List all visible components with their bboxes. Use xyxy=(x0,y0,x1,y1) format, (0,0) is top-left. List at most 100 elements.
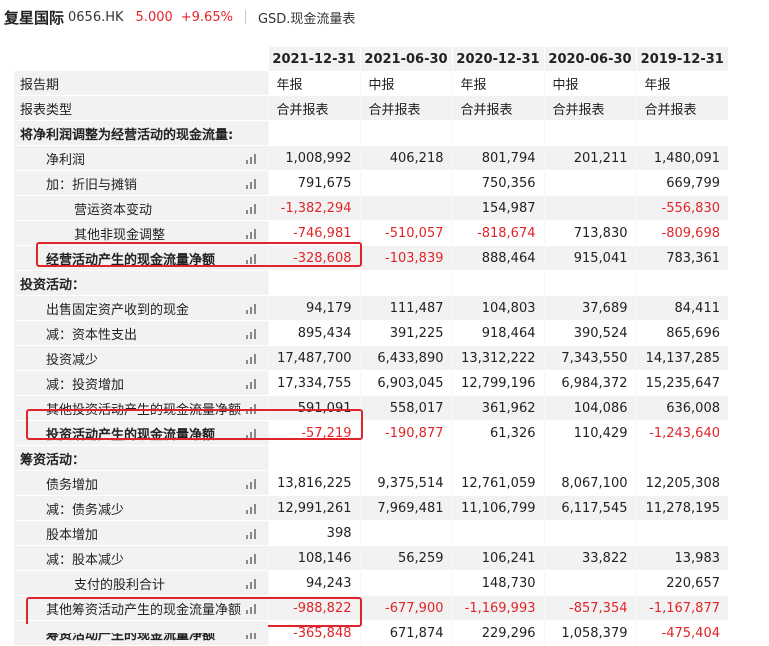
row-label-cell: 减：资本性支出 xyxy=(14,320,268,346)
value-cell: -556,830 xyxy=(635,195,728,221)
value-cell: 7,343,550 xyxy=(543,345,636,371)
value-cell: 14,137,285 xyxy=(635,345,728,371)
bar-chart-icon[interactable] xyxy=(245,253,258,264)
bar-chart-icon[interactable] xyxy=(245,353,258,364)
value-cell: 154,987 xyxy=(451,195,544,221)
value-cell xyxy=(359,520,452,546)
table-row: 减：投资增加 17,334,755 6,903,045 12,799,196 6,984… xyxy=(14,370,728,396)
value-cell: 915,041 xyxy=(543,245,636,271)
table-row: 支付的股利合计 94,243 148,730 220,657 xyxy=(14,570,728,596)
value-cell: -57,219 xyxy=(267,420,360,446)
value-cell: 84,411 xyxy=(635,295,728,321)
value-cell: 220,657 xyxy=(635,570,728,596)
value-cell: 61,326 xyxy=(451,420,544,446)
bar-chart-icon[interactable] xyxy=(245,578,258,589)
bar-chart-icon[interactable] xyxy=(245,428,258,439)
value-cell: -475,404 xyxy=(635,620,728,646)
bar-chart-icon[interactable] xyxy=(245,478,258,489)
bar-chart-icon[interactable] xyxy=(245,403,258,414)
value-cell: 391,225 xyxy=(359,320,452,346)
bar-chart-icon[interactable] xyxy=(245,328,258,339)
row-label-cell: 经营活动产生的现金流量净额 xyxy=(14,245,268,271)
date-header[interactable]: 2020-06-30 xyxy=(543,47,636,71)
row-label-cell: 投资活动： xyxy=(14,270,268,296)
value-cell: -677,900 xyxy=(359,595,452,621)
row-label: 其他投资活动产生的现金流量净额 xyxy=(46,402,242,418)
value-cell: 1,008,992 xyxy=(267,145,360,171)
value-cell: 361,962 xyxy=(451,395,544,421)
bar-chart-icon[interactable] xyxy=(245,603,258,614)
bar-chart-icon[interactable] xyxy=(245,203,258,214)
value-cell xyxy=(359,195,452,221)
value-cell: 中报 xyxy=(543,71,636,96)
value-cell: 888,464 xyxy=(451,245,544,271)
value-cell: 636,008 xyxy=(635,395,728,421)
value-cell: -818,674 xyxy=(451,220,544,246)
value-cell: 791,675 xyxy=(267,170,360,196)
row-label: 将净利润调整为经营活动的现金流量: xyxy=(20,127,234,143)
value-cell xyxy=(451,270,544,296)
bar-chart-icon[interactable] xyxy=(245,228,258,239)
value-cell: 229,296 xyxy=(451,620,544,646)
row-label: 出售固定资产收到的现金 xyxy=(46,302,190,318)
bar-chart-icon[interactable] xyxy=(245,178,258,189)
bar-chart-icon[interactable] xyxy=(245,153,258,164)
value-cell xyxy=(451,520,544,546)
value-cell: 15,235,647 xyxy=(635,370,728,396)
value-cell: -328,608 xyxy=(267,245,360,271)
value-cell: 37,689 xyxy=(543,295,636,321)
value-cell: 110,429 xyxy=(543,420,636,446)
table-row: 其他投资活动产生的现金流量净额 591,091 558,017 361,962 104,… xyxy=(14,395,728,421)
value-cell: 390,524 xyxy=(543,320,636,346)
table-row: 营运资本变动 -1,382,294 154,987 -556,830 xyxy=(14,195,728,221)
value-cell: 合并报表 xyxy=(635,95,728,121)
value-cell: 94,243 xyxy=(267,570,360,596)
value-cell: 750,356 xyxy=(451,170,544,196)
value-cell xyxy=(359,120,452,146)
stock-price: 5.000 xyxy=(135,9,173,25)
value-cell: 17,334,755 xyxy=(267,370,360,396)
date-header[interactable]: 2021-06-30 xyxy=(359,47,452,71)
value-cell: 865,696 xyxy=(635,320,728,346)
row-label-cell: 投资活动产生的现金流量净额 xyxy=(14,420,268,446)
table-row: 减：股本减少 108,146 56,259 106,241 33,822 13,983 xyxy=(14,545,728,571)
table-row: 股本增加 398 xyxy=(14,520,728,546)
value-cell: 合并报表 xyxy=(543,95,636,121)
row-label: 投资活动产生的现金流量净额 xyxy=(46,427,216,443)
value-cell: 918,464 xyxy=(451,320,544,346)
value-cell: 13,312,222 xyxy=(451,345,544,371)
value-cell xyxy=(267,445,360,471)
value-cell: 106,241 xyxy=(451,545,544,571)
row-label: 股本增加 xyxy=(46,527,99,543)
bar-chart-icon[interactable] xyxy=(245,303,258,314)
row-label: 减：债务减少 xyxy=(46,502,125,518)
table-row: 报告期 年报 中报 年报 中报 年报 xyxy=(14,71,728,96)
row-label-cell: 将净利润调整为经营活动的现金流量: xyxy=(14,120,268,146)
bar-chart-icon[interactable] xyxy=(245,553,258,564)
value-cell: 11,278,195 xyxy=(635,495,728,521)
report-title: GSD.现金流量表 xyxy=(257,11,356,27)
row-label-cell: 其他非现金调整 xyxy=(14,220,268,246)
value-cell: -1,167,877 xyxy=(635,595,728,621)
value-cell: 17,487,700 xyxy=(267,345,360,371)
value-cell xyxy=(359,170,452,196)
bar-chart-icon[interactable] xyxy=(245,528,258,539)
value-cell: 1,480,091 xyxy=(635,145,728,171)
stock-header: 复星国际 0656.HK 5.000 +9.65% GSD.现金流量表 xyxy=(0,0,769,34)
value-cell: 148,730 xyxy=(451,570,544,596)
bar-chart-icon[interactable] xyxy=(245,503,258,514)
row-label: 营运资本变动 xyxy=(74,202,153,218)
row-label: 净利润 xyxy=(46,152,86,168)
row-label: 投资活动： xyxy=(20,277,86,293)
value-cell: -809,698 xyxy=(635,220,728,246)
table-row: 投资减少 17,487,700 6,433,890 13,312,222 7,343,5… xyxy=(14,345,728,371)
date-header[interactable]: 2020-12-31 xyxy=(451,47,544,71)
date-header[interactable]: 2021-12-31 xyxy=(267,47,360,71)
company-name[interactable]: 复星国际 xyxy=(4,8,65,27)
row-label-cell: 股本增加 xyxy=(14,520,268,546)
date-header[interactable]: 2019-12-31 xyxy=(635,47,728,71)
table-row: 出售固定资产收到的现金 94,179 111,487 104,803 37,689 84,… xyxy=(14,295,728,321)
bar-chart-icon[interactable] xyxy=(245,378,258,389)
value-cell: 9,375,514 xyxy=(359,470,452,496)
value-cell: 108,146 xyxy=(267,545,360,571)
